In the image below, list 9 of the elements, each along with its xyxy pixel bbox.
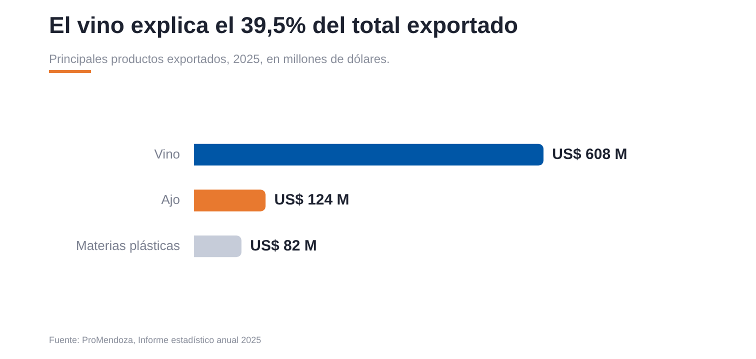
y-tick-label: Vino — [154, 146, 180, 162]
data-label: US$ 608 M — [552, 146, 628, 163]
y-tick-label: Materias plásticas — [76, 238, 181, 253]
chart-title: El vino explica el 39,5% del total exportado — [49, 12, 518, 39]
source-note: Fuente: ProMendoza, Informe estadístico anual 2025 — [49, 335, 262, 345]
chart-subtitle: Principales productos exportados, 2025, en millones de dólares. — [49, 52, 390, 66]
data-label: US$ 124 M — [274, 192, 350, 209]
y-tick-label: Ajo — [161, 192, 180, 208]
data-label: US$ 82 M — [250, 237, 317, 254]
